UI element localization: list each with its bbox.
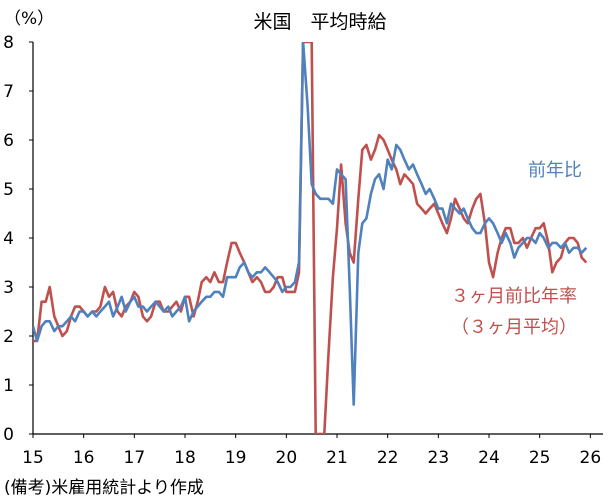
legend-label-yoy: 前年比 bbox=[528, 160, 582, 181]
y-tick-label: 1 bbox=[3, 376, 14, 396]
x-tick-label: 21 bbox=[326, 448, 348, 468]
source-note: (備考)米雇用統計より作成 bbox=[4, 478, 204, 498]
legend-label-3m-annualized: ３ヶ月前比年率 bbox=[451, 286, 577, 307]
x-tick-label: 20 bbox=[276, 448, 298, 468]
x-tick-label: 24 bbox=[478, 448, 500, 468]
series-labels: 前年比 ３ヶ月前比年率 （３ヶ月平均） bbox=[451, 160, 582, 338]
y-tick-label: 7 bbox=[3, 82, 14, 102]
y-tick-label: 0 bbox=[3, 425, 14, 445]
series-line-yoy bbox=[33, 42, 588, 406]
y-tick-label: 3 bbox=[3, 278, 14, 298]
x-tick-label: 17 bbox=[124, 448, 146, 468]
y-tick-label: 2 bbox=[3, 327, 14, 347]
x-tick-label: 18 bbox=[174, 448, 196, 468]
x-tick-label: 23 bbox=[428, 448, 450, 468]
y-tick-label: 4 bbox=[3, 229, 14, 249]
y-tick-label: 6 bbox=[3, 131, 14, 151]
chart-title: 米国 平均時給 bbox=[253, 11, 386, 33]
y-tick-label: 8 bbox=[3, 33, 14, 53]
x-tick-label: 15 bbox=[22, 448, 44, 468]
x-tick-label: 19 bbox=[225, 448, 247, 468]
x-tick-label: 26 bbox=[580, 448, 602, 468]
y-axis-unit: （%） bbox=[4, 9, 54, 29]
x-tick-label: 22 bbox=[377, 448, 399, 468]
x-tick-label: 25 bbox=[529, 448, 551, 468]
axes bbox=[32, 42, 603, 435]
x-axis-ticks: 15 16 17 18 19 20 21 22 23 24 25 26 bbox=[22, 434, 601, 468]
legend-label-3m-annualized: （３ヶ月平均） bbox=[451, 317, 577, 338]
y-tick-label: 5 bbox=[3, 180, 14, 200]
y-axis-ticks: 0 1 2 3 4 5 6 7 8 bbox=[3, 33, 33, 445]
series-lines bbox=[33, 42, 588, 434]
x-tick-label: 16 bbox=[73, 448, 95, 468]
